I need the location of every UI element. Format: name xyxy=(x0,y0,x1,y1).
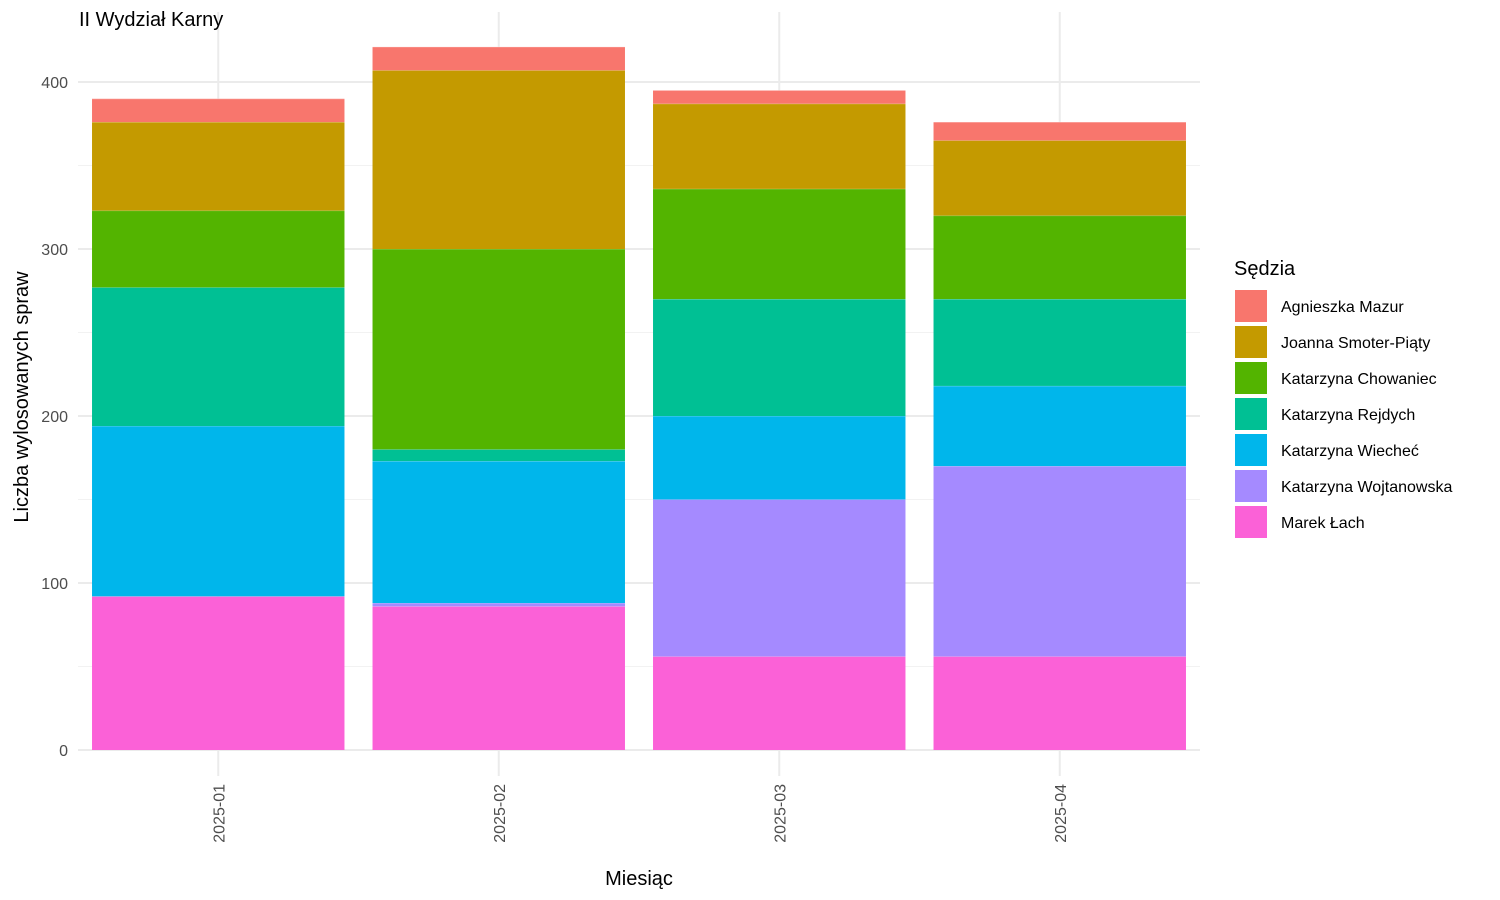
y-tick-label: 200 xyxy=(41,409,68,426)
legend-title: Sędzia xyxy=(1234,258,1296,280)
y-tick-label: 0 xyxy=(59,743,68,760)
legend-swatch xyxy=(1235,362,1267,394)
bar-segment xyxy=(372,46,625,71)
y-tick-label: 300 xyxy=(41,242,68,259)
bar-segment xyxy=(653,188,906,300)
y-axis-label: Liczba wylosowanych spraw xyxy=(11,271,33,523)
legend-swatch xyxy=(1235,398,1267,430)
x-tick-labels: 2025-01 2025-02 2025-03 2025-04 xyxy=(211,784,1070,843)
legend-swatch xyxy=(1235,326,1267,358)
bar-segment xyxy=(933,299,1186,386)
legend-label: Katarzyna Chowaniec xyxy=(1281,371,1437,388)
legend-label: Katarzyna Wiecheć xyxy=(1281,443,1419,460)
bar-segment xyxy=(372,449,625,462)
bar-segment xyxy=(933,385,1186,467)
legend-label: Katarzyna Wojtanowska xyxy=(1281,479,1452,496)
x-tick-label: 2025-03 xyxy=(772,784,789,843)
bar-segment xyxy=(372,603,625,607)
y-tick-label: 100 xyxy=(41,576,68,593)
legend-swatch xyxy=(1235,290,1267,322)
legend-label: Joanna Smoter-Piąty xyxy=(1281,335,1430,352)
x-axis-label: Miesiąc xyxy=(605,868,673,890)
bar-segment xyxy=(372,606,625,750)
bar-segment xyxy=(933,466,1186,657)
legend-label: Katarzyna Rejdych xyxy=(1281,407,1415,424)
bar-segment xyxy=(653,499,906,657)
x-tick-label: 2025-04 xyxy=(1053,784,1070,843)
bar-segment xyxy=(933,122,1186,141)
legend: Sędzia Agnieszka Mazur Joanna Smoter-Piąt… xyxy=(1234,258,1452,538)
legend-items: Agnieszka Mazur Joanna Smoter-Piąty Katarz… xyxy=(1235,290,1452,538)
bar-segment xyxy=(92,210,345,288)
bar-segment xyxy=(653,656,906,750)
bar-segment xyxy=(372,70,625,249)
legend-swatch xyxy=(1235,506,1267,538)
bar-segment xyxy=(92,596,345,750)
bar-segment xyxy=(92,287,345,427)
bar-segment xyxy=(653,90,906,104)
bars xyxy=(92,46,1186,750)
legend-swatch xyxy=(1235,470,1267,502)
bar-segment xyxy=(653,103,906,189)
bar-segment xyxy=(933,140,1186,216)
bar-segment xyxy=(92,426,345,597)
bar-segment xyxy=(933,656,1186,750)
chart-title: II Wydział Karny xyxy=(79,9,223,31)
legend-swatch xyxy=(1235,434,1267,466)
bar-segment xyxy=(92,122,345,211)
bar-segment xyxy=(372,461,625,604)
bar-segment xyxy=(653,416,906,500)
legend-label: Agnieszka Mazur xyxy=(1281,299,1404,316)
x-tick-label: 2025-02 xyxy=(492,784,509,843)
bar-segment xyxy=(653,299,906,416)
legend-label: Marek Łach xyxy=(1281,515,1365,532)
y-tick-labels: 0 100 200 300 400 xyxy=(41,75,68,760)
bar-segment xyxy=(372,249,625,450)
y-tick-label: 400 xyxy=(41,75,68,92)
bar-segment xyxy=(92,98,345,123)
x-tick-label: 2025-01 xyxy=(211,784,228,843)
bar-segment xyxy=(933,215,1186,300)
